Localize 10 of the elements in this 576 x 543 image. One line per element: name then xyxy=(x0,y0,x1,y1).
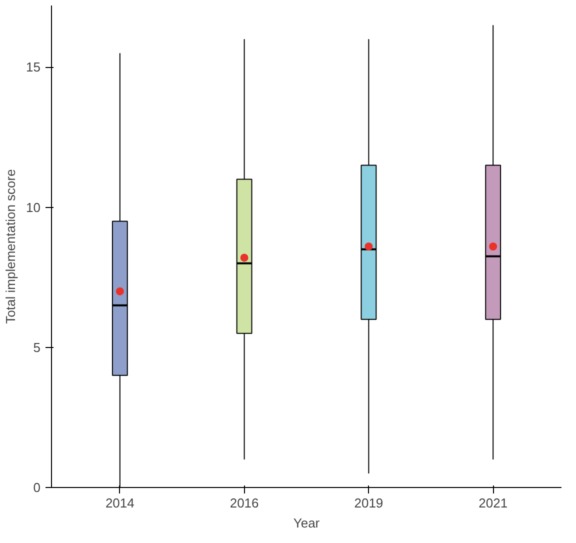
x-tick-label: 2019 xyxy=(354,496,384,510)
x-tick-label: 2021 xyxy=(478,496,508,510)
x-tick-label: 2016 xyxy=(230,496,259,510)
x-tick-label: 2014 xyxy=(105,496,134,510)
x-axis-title: Year xyxy=(293,516,320,530)
y-tick-label: 10 xyxy=(26,200,41,215)
y-tick-label: 5 xyxy=(33,340,41,355)
y-axis-title: Total implementation score xyxy=(3,169,18,324)
y-tick-label: 0 xyxy=(33,480,41,495)
y-tick-label: 15 xyxy=(26,60,41,75)
